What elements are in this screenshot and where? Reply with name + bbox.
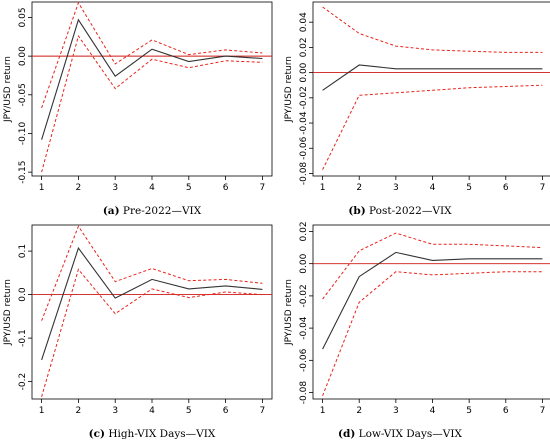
x-tick-label: 3	[112, 406, 118, 416]
x-tick-label: 5	[186, 183, 192, 193]
x-tick-label: 7	[260, 183, 266, 193]
caption-text: Post-2022—VIX	[366, 205, 452, 217]
x-tick-label: 4	[149, 406, 155, 416]
x-tick-label: 2	[356, 406, 362, 416]
plot-frame	[31, 224, 273, 400]
y-axis-label: JPY/USD return	[3, 56, 13, 123]
x-tick-label: 5	[466, 406, 472, 416]
x-tick-label: 2	[76, 406, 82, 416]
confidence-band-lower	[322, 84, 543, 170]
y-tick-label: -0.2	[18, 373, 28, 391]
y-tick-label: -0.02	[299, 284, 309, 307]
x-tick-label: 4	[430, 406, 436, 416]
y-tick-label: -0.06	[299, 348, 309, 372]
x-tick-label: 7	[260, 406, 266, 416]
y-tick-label: -0.05	[18, 83, 28, 106]
confidence-band-upper	[322, 232, 543, 300]
x-tick-label: 3	[393, 406, 399, 416]
x-tick-label: 7	[540, 183, 546, 193]
x-tick-label: 5	[186, 406, 192, 416]
panel-d: 1 2 3 4 5 6 7 -0.08 -0.06 -0.04 -0.02 0.00 0.02 JPY/U…	[284, 221, 550, 440]
x-tick-label: 2	[356, 183, 362, 193]
panel-c: 1 2 3 4 5 6 7 -0.2 -0.1 0.0 0.1 JPY/USD return (c) H…	[3, 224, 273, 440]
panel-a: 1 2 3 4 5 6 7 -0.15 -0.10 -0.05 0.00 0.05 JPY/USD re…	[3, 1, 273, 217]
y-tick-label: -0.08	[299, 381, 309, 405]
caption-letter: (b)	[348, 205, 365, 217]
y-tick-label: 0.02	[299, 37, 309, 57]
y-tick-label: 0.1	[18, 244, 28, 258]
plot-frame	[312, 1, 550, 177]
x-tick-label: 4	[149, 183, 155, 193]
y-tick-label: 0.00	[299, 62, 309, 82]
caption-text: Low-VIX Days—VIX	[355, 428, 462, 440]
y-axis-label: JPY/USD return	[3, 279, 13, 346]
y-tick-label: -0.02	[299, 86, 309, 109]
y-tick-label: -0.06	[299, 136, 309, 160]
x-tick-label: 1	[39, 406, 45, 416]
x-tick-label: 2	[76, 183, 82, 193]
confidence-band-upper	[322, 6, 543, 53]
plot-frame	[312, 224, 550, 400]
x-tick-label: 6	[503, 183, 509, 193]
caption-letter: (c)	[89, 428, 105, 440]
x-tick-label: 3	[393, 183, 399, 193]
y-tick-label: 0.04	[299, 12, 309, 32]
caption-letter: (a)	[103, 205, 120, 217]
x-tick-label: 1	[320, 183, 326, 193]
plot-frame	[31, 1, 273, 177]
x-tick-label: 1	[320, 406, 326, 416]
confidence-band-lower	[41, 34, 263, 173]
response-line	[322, 64, 543, 91]
y-axis-label: JPY/USD return	[284, 279, 294, 346]
x-tick-label: 5	[466, 183, 472, 193]
x-tick-label: 6	[223, 183, 229, 193]
confidence-band-lower	[41, 268, 263, 397]
x-tick-label: 4	[430, 183, 436, 193]
panel-caption: (c) High-VIX Days—VIX	[89, 428, 216, 440]
y-tick-label: -0.1	[18, 329, 28, 347]
y-axis-label: JPY/USD return	[284, 56, 294, 123]
y-tick-label: -0.04	[299, 111, 309, 135]
caption-letter: (d)	[338, 428, 355, 440]
panel-b: 1 2 3 4 5 6 7 -0.08 -0.06-0.04 -0.02 0.00 0.02 0.04 J…	[284, 1, 550, 217]
x-tick-label: 3	[112, 183, 118, 193]
y-tick-label: -0.04	[299, 316, 309, 340]
confidence-band-upper	[41, 225, 263, 321]
response-line	[322, 251, 543, 350]
response-line	[41, 18, 263, 140]
panel-caption: (d) Low-VIX Days—VIX	[338, 428, 462, 440]
y-tick-label: 0.05	[18, 7, 28, 27]
y-tick-label: -0.10	[18, 122, 28, 146]
panel-caption: (b) Post-2022—VIX	[348, 205, 452, 217]
y-tick-label: 0.0	[18, 287, 28, 302]
x-tick-label: 7	[540, 406, 546, 416]
caption-text: Pre-2022—VIX	[120, 205, 202, 217]
confidence-band-lower	[322, 271, 543, 396]
y-tick-label: 0.00	[18, 46, 28, 66]
y-tick-label: 0.00	[299, 253, 309, 273]
y-tick-label: -0.08	[299, 162, 309, 186]
caption-text: High-VIX Days—VIX	[105, 428, 216, 440]
confidence-band-upper	[41, 1, 263, 109]
panel-caption: (a) Pre-2022—VIX	[103, 205, 202, 217]
y-tick-label: 0.02	[299, 221, 309, 241]
response-line	[41, 246, 263, 361]
x-tick-label: 6	[503, 406, 509, 416]
x-tick-label: 6	[223, 406, 229, 416]
y-tick-label: -0.15	[18, 160, 28, 183]
x-tick-label: 1	[39, 183, 45, 193]
